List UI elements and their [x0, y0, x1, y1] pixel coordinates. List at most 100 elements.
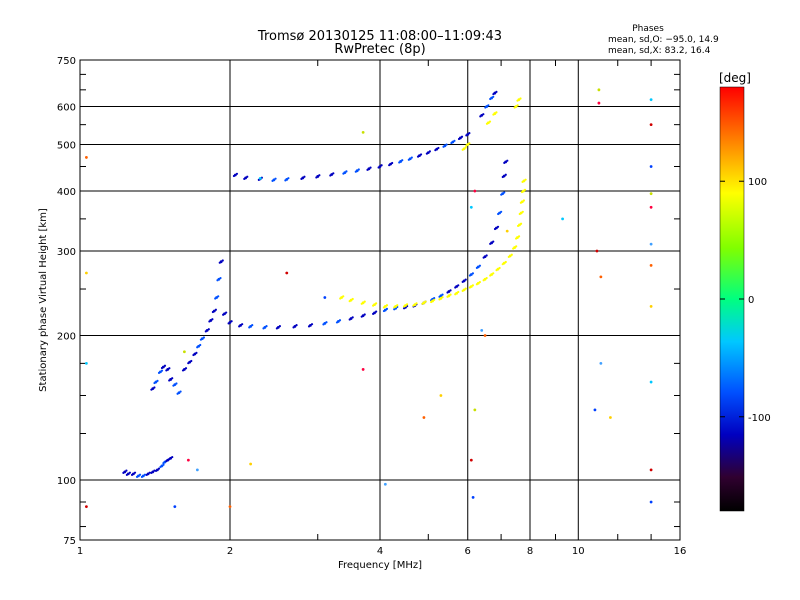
data-point [401, 159, 404, 162]
data-point [504, 173, 507, 176]
data-point [153, 386, 156, 389]
data-point [157, 467, 161, 470]
data-point [135, 475, 139, 479]
data-point [322, 323, 325, 326]
data-point [483, 334, 487, 337]
data-point [171, 455, 174, 459]
data-point [433, 296, 436, 300]
data-point [133, 471, 137, 474]
data-point [382, 309, 386, 313]
data-point [434, 149, 437, 152]
data-point [516, 224, 520, 228]
data-point [262, 327, 265, 330]
data-point [140, 475, 144, 479]
data-point [84, 271, 88, 275]
data-point [482, 256, 485, 259]
data-point [649, 205, 653, 209]
data-point [649, 192, 653, 196]
data-point [214, 297, 217, 300]
data-point [157, 371, 161, 374]
data-point [503, 191, 506, 194]
data-point [524, 178, 527, 181]
y-tick-label: 200 [57, 332, 76, 343]
data-point [338, 319, 342, 322]
data-point [437, 146, 440, 150]
data-point [361, 368, 365, 371]
data-point [475, 266, 479, 269]
data-point [493, 227, 497, 231]
data-point [461, 280, 464, 283]
data-point [520, 190, 524, 194]
data-point [649, 468, 653, 472]
data-point [519, 222, 523, 225]
x-tick-label: 4 [377, 546, 383, 557]
data-point [303, 175, 306, 178]
data-point [649, 165, 653, 168]
data-point [150, 471, 153, 474]
data-point [339, 297, 342, 300]
chart-subtitle: RwPretec (8p) [334, 42, 425, 57]
data-point [310, 323, 314, 326]
data-point [249, 462, 253, 466]
data-point [258, 177, 262, 180]
data-point [295, 324, 298, 327]
data-point [199, 343, 202, 347]
data-point [495, 90, 498, 93]
data-point [246, 175, 249, 178]
data-point [360, 302, 363, 305]
data-point [393, 306, 396, 309]
data-point [457, 137, 461, 141]
data-point [375, 302, 378, 305]
data-point [501, 175, 504, 179]
data-point [84, 156, 88, 159]
data-point [398, 161, 401, 164]
data-point [454, 293, 457, 296]
colorbar-tick-label: -100 [748, 413, 771, 424]
data-point [380, 164, 383, 167]
x-tick-label: 2 [227, 546, 233, 557]
data-point [148, 471, 151, 474]
data-point [375, 310, 378, 313]
data-point [208, 320, 211, 323]
data-point [402, 307, 406, 310]
data-point [323, 296, 327, 299]
data-point [165, 369, 168, 372]
plot-frame [79, 59, 681, 541]
data-point [492, 272, 495, 275]
data-point [487, 104, 490, 107]
data-point [464, 146, 467, 149]
data-point [430, 300, 433, 304]
data-point [211, 318, 214, 321]
data-point [285, 271, 289, 275]
data-point [402, 305, 406, 308]
data-point [471, 284, 475, 287]
data-point [228, 505, 232, 509]
data-point [184, 367, 188, 370]
data-point [342, 172, 345, 175]
data-point [363, 313, 366, 316]
data-point [181, 369, 185, 372]
phase-stats-o-mode: mean, sd,O: −95.0, 14.9 [608, 35, 719, 45]
data-point [232, 174, 236, 178]
data-point [469, 458, 473, 462]
data-point [351, 316, 354, 319]
data-point [599, 275, 603, 279]
data-point [143, 473, 147, 476]
data-point [441, 296, 444, 299]
data-point [478, 280, 482, 284]
data-point [515, 245, 518, 248]
x-tick-labels: 1 2 4 6 8 10 16 [77, 546, 687, 557]
data-point [469, 205, 473, 209]
data-point [179, 390, 182, 393]
data-point [473, 408, 477, 412]
data-point [453, 139, 456, 142]
data-point [475, 283, 479, 286]
data-point [160, 369, 164, 372]
data-point [195, 351, 198, 354]
data-point [492, 113, 495, 116]
data-point [492, 92, 495, 96]
data-point [369, 166, 372, 169]
data-point [609, 416, 612, 419]
data-point [489, 274, 492, 277]
